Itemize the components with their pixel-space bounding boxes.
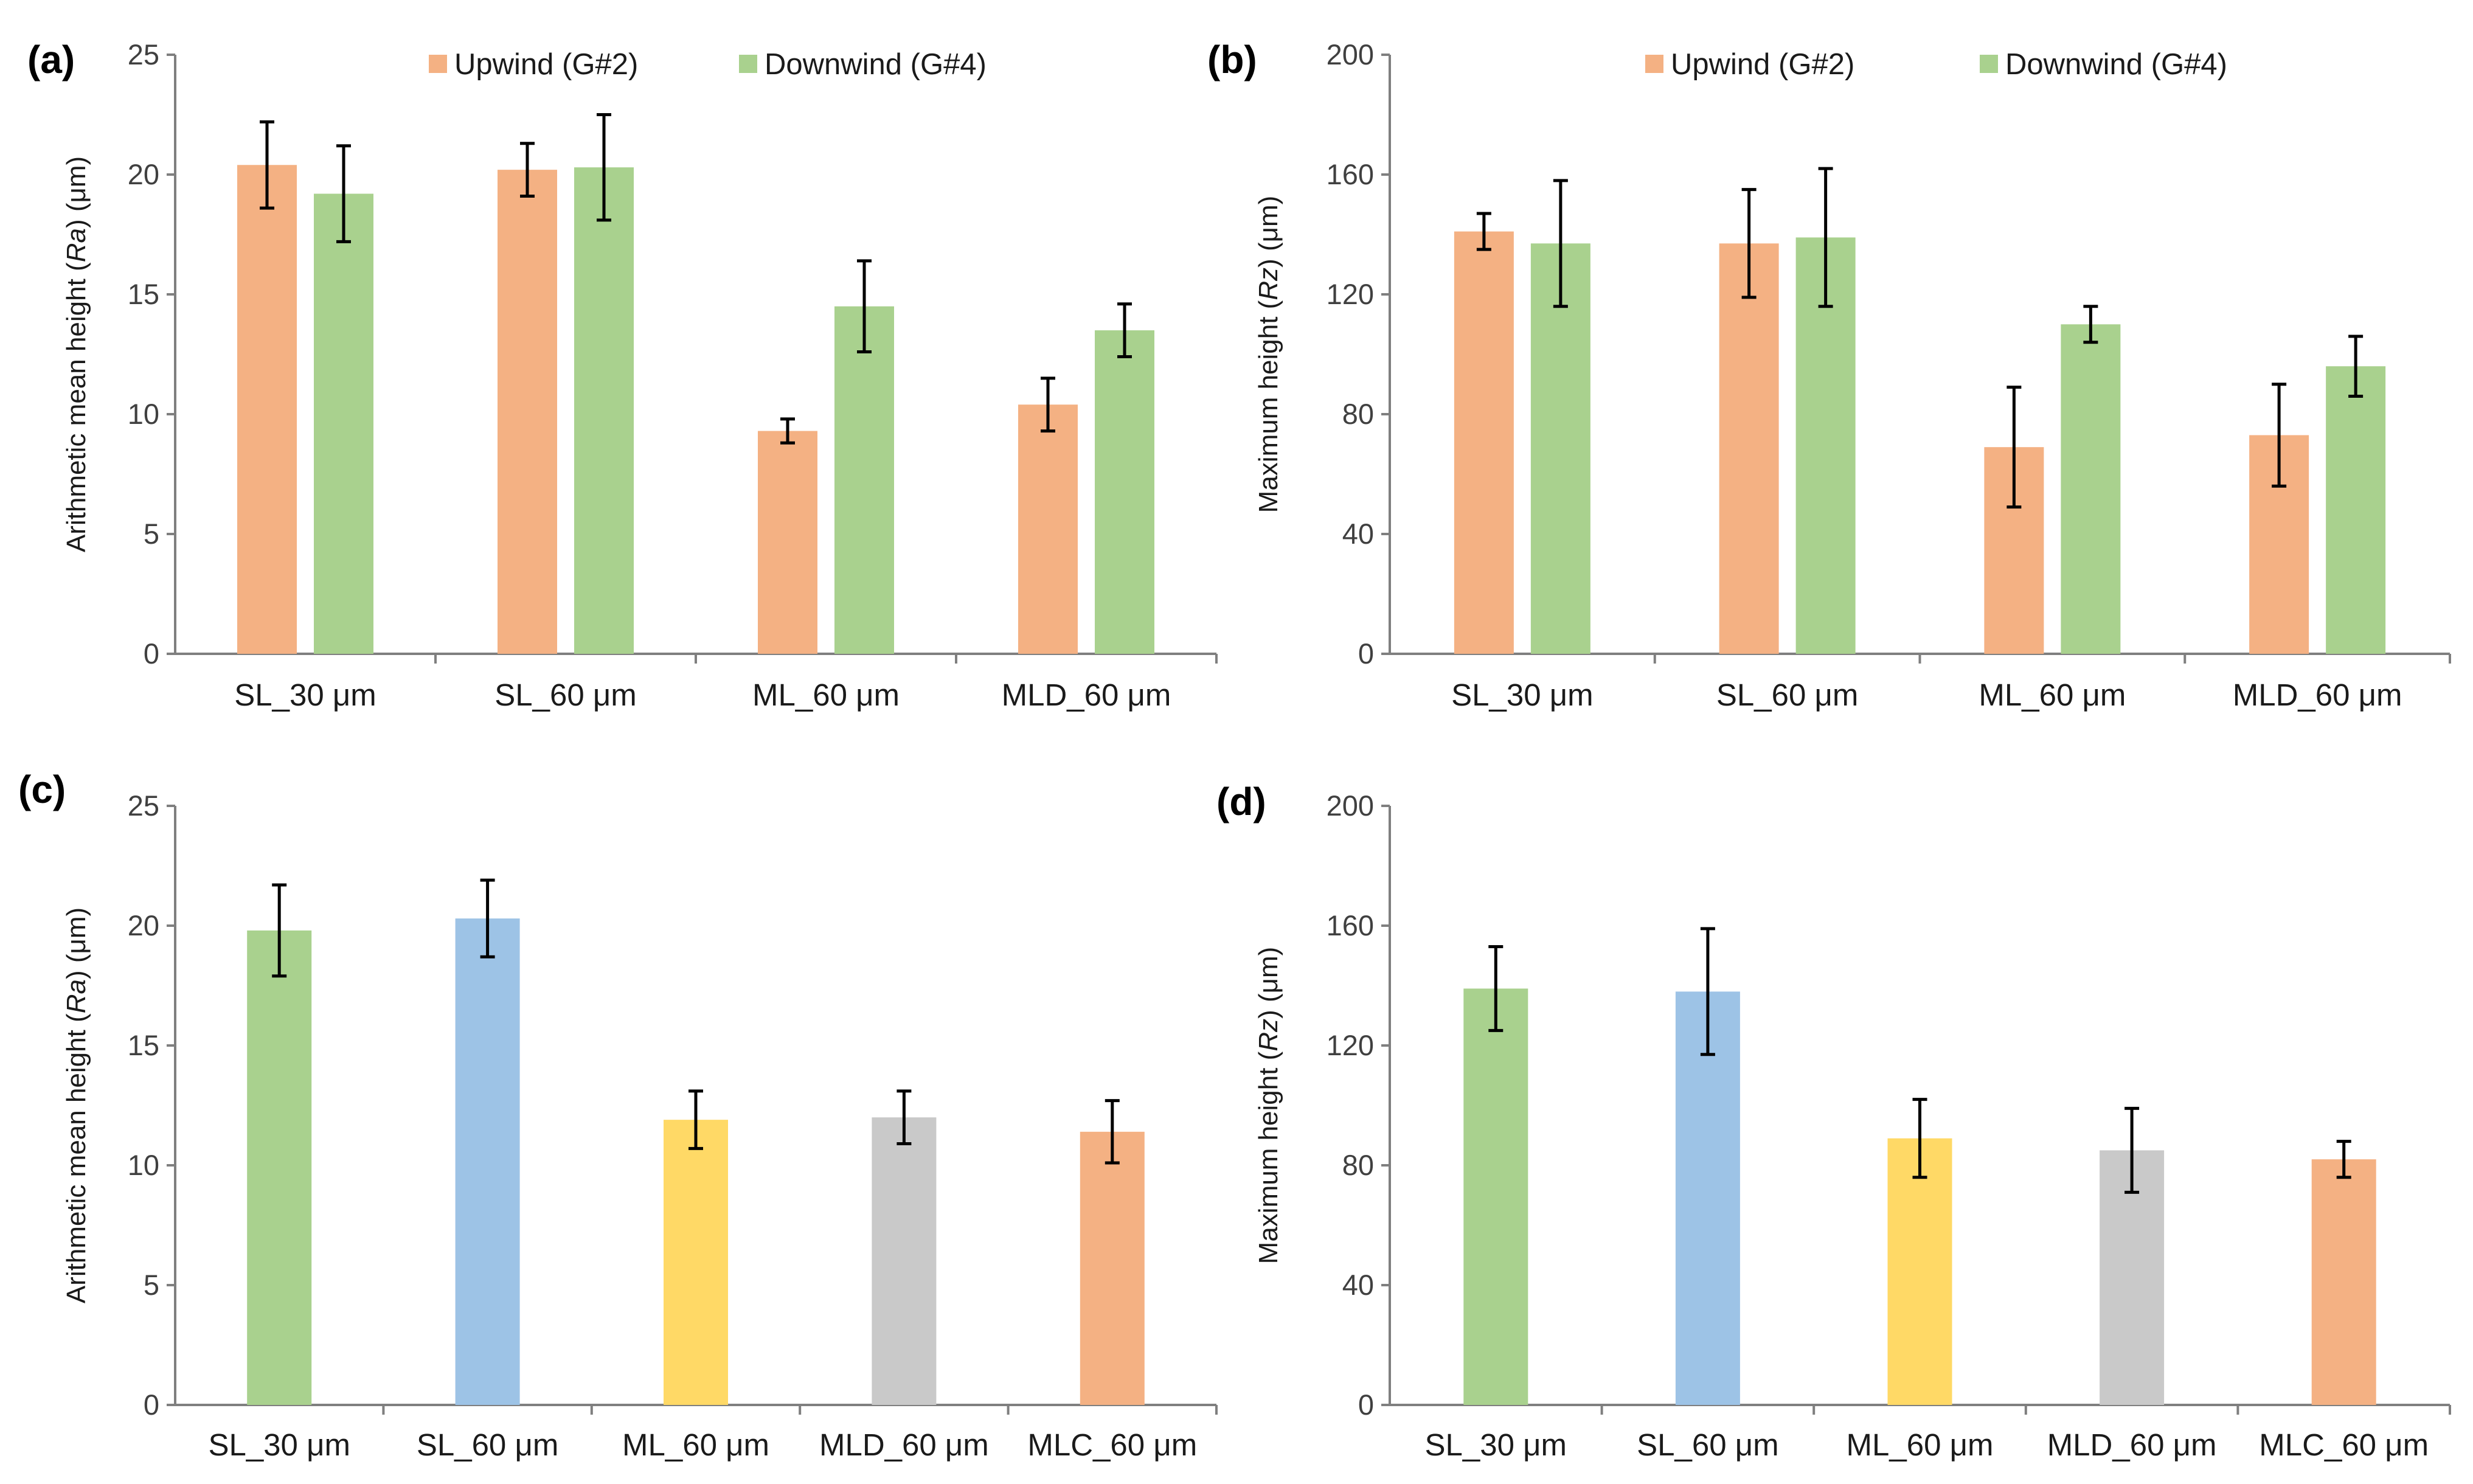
y-tick-label: 120 <box>1327 1029 1374 1061</box>
bar <box>1095 330 1154 654</box>
bar <box>1454 231 1514 654</box>
y-tick-label: 200 <box>1327 789 1374 822</box>
bar <box>834 306 894 654</box>
y-tick-label: 10 <box>128 398 159 430</box>
y-tick-label: 200 <box>1327 38 1374 71</box>
y-tick-label: 80 <box>1342 1149 1374 1181</box>
y-tick-label: 40 <box>1342 1269 1374 1301</box>
y-tick-label: 5 <box>144 518 159 550</box>
legend-swatch <box>739 55 757 73</box>
x-category-label: SL_30 μm <box>208 1427 350 1462</box>
y-tick-label: 160 <box>1327 909 1374 941</box>
panel-b-chart: (b) 0 40 80 120 160 200 Maximum height (Rz) (μm… <box>1207 38 2451 712</box>
y-axis-label-suffix: ) (μm) <box>61 907 91 979</box>
bar <box>314 193 373 654</box>
legend-swatch <box>1645 55 1663 73</box>
x-category-label: SL_60 μm <box>494 678 637 712</box>
y-tick-label: 0 <box>144 637 159 670</box>
y-axis-label-prefix: Maximum height ( <box>1254 1051 1283 1264</box>
panel-a-chart: (a) 0 5 10 15 20 25 Arithmetic mean height (Ra)… <box>27 38 1218 712</box>
y-axis-label: Maximum height (Rz) (μm) <box>1254 196 1283 513</box>
y-axis-label-prefix: Arithmetic mean height ( <box>61 1013 91 1303</box>
y-axis-label-italic: Ra <box>61 228 91 262</box>
x-category-label: SL_30 μm <box>1425 1427 1567 1462</box>
bar <box>1887 1138 1952 1405</box>
x-category-label: SL_30 μm <box>1451 678 1594 712</box>
y-axis-label-italic: Rz <box>1254 268 1283 300</box>
bar <box>664 1120 728 1405</box>
panel-label: (d) <box>1216 780 1266 823</box>
bar <box>1719 243 1779 654</box>
bar <box>2326 366 2386 654</box>
y-axis-label: Maximum height (Rz) (μm) <box>1254 947 1283 1264</box>
y-tick-label: 40 <box>1342 518 1374 550</box>
x-category-label: MLD_60 μm <box>819 1427 989 1462</box>
y-tick-label: 0 <box>1358 1389 1374 1421</box>
bar <box>1080 1131 1145 1405</box>
y-tick-label: 25 <box>128 38 159 71</box>
y-tick-label: 120 <box>1327 278 1374 310</box>
y-axis-label-prefix: Arithmetic mean height ( <box>61 262 91 552</box>
y-tick-label: 5 <box>144 1269 159 1301</box>
x-category-label: ML_60 μm <box>622 1427 769 1462</box>
y-axis-label-suffix: ) (μm) <box>1254 947 1283 1019</box>
legend-swatch <box>1980 55 1998 73</box>
x-category-label: SL_60 μm <box>1637 1427 1779 1462</box>
y-axis-label-suffix: ) (μm) <box>1254 196 1283 268</box>
x-category-label: MLC_60 μm <box>1027 1427 1197 1462</box>
y-axis-label-suffix: ) (μm) <box>61 156 91 228</box>
panel-label: (c) <box>18 768 66 811</box>
legend-swatch <box>429 55 447 73</box>
y-tick-label: 0 <box>1358 637 1374 670</box>
panel-d-chart: (d) 0 40 80 120 160 200 Maximum height (Rz) (μm… <box>1216 780 2451 1462</box>
y-tick-label: 15 <box>128 1029 159 1061</box>
x-category-label: ML_60 μm <box>752 678 900 712</box>
y-axis-label: Arithmetic mean height (Ra) (μm) <box>61 907 91 1303</box>
x-category-label: ML_60 μm <box>1979 678 2126 712</box>
y-axis-label-prefix: Maximum height ( <box>1254 300 1283 513</box>
bar <box>237 165 297 654</box>
bar <box>574 167 634 654</box>
bar <box>1463 988 1528 1405</box>
x-category-label: MLD_60 μm <box>2233 678 2402 712</box>
bar <box>1530 243 1590 654</box>
bar <box>498 170 557 654</box>
y-tick-label: 15 <box>128 278 159 310</box>
bar <box>872 1117 937 1405</box>
bar <box>1675 991 1740 1405</box>
x-category-label: ML_60 μm <box>1847 1427 1994 1462</box>
x-category-label: MLC_60 μm <box>2259 1427 2429 1462</box>
y-tick-label: 160 <box>1327 158 1374 190</box>
legend-label: Downwind (G#4) <box>2005 48 2227 81</box>
x-category-label: SL_30 μm <box>234 678 376 712</box>
y-tick-label: 80 <box>1342 398 1374 430</box>
y-axis-label-italic: Rz <box>1254 1019 1283 1052</box>
panel-c-chart: (c) 0 5 10 15 20 25 Arithmetic mean height (Ra)… <box>18 768 1218 1462</box>
y-tick-label: 10 <box>128 1149 159 1181</box>
y-axis-label-italic: Ra <box>61 979 91 1013</box>
x-category-label: MLD_60 μm <box>2047 1427 2217 1462</box>
y-tick-label: 0 <box>144 1389 159 1421</box>
legend-label: Upwind (G#2) <box>454 48 638 81</box>
x-category-label: SL_60 μm <box>417 1427 559 1462</box>
y-axis-label: Arithmetic mean height (Ra) (μm) <box>61 156 91 552</box>
bar <box>758 431 817 654</box>
x-category-label: MLD_60 μm <box>1002 678 1171 712</box>
y-tick-label: 25 <box>128 789 159 822</box>
bar <box>2061 324 2121 654</box>
panel-label: (a) <box>27 38 75 81</box>
legend-label: Upwind (G#2) <box>1671 48 1854 81</box>
legend-label: Downwind (G#4) <box>765 48 987 81</box>
y-tick-label: 20 <box>128 909 159 941</box>
bar <box>2311 1159 2376 1405</box>
bar <box>1018 404 1078 654</box>
bar <box>455 918 520 1405</box>
y-tick-label: 20 <box>128 158 159 190</box>
bar <box>247 930 312 1405</box>
panel-label: (b) <box>1207 38 1257 81</box>
x-category-label: SL_60 μm <box>1716 678 1859 712</box>
